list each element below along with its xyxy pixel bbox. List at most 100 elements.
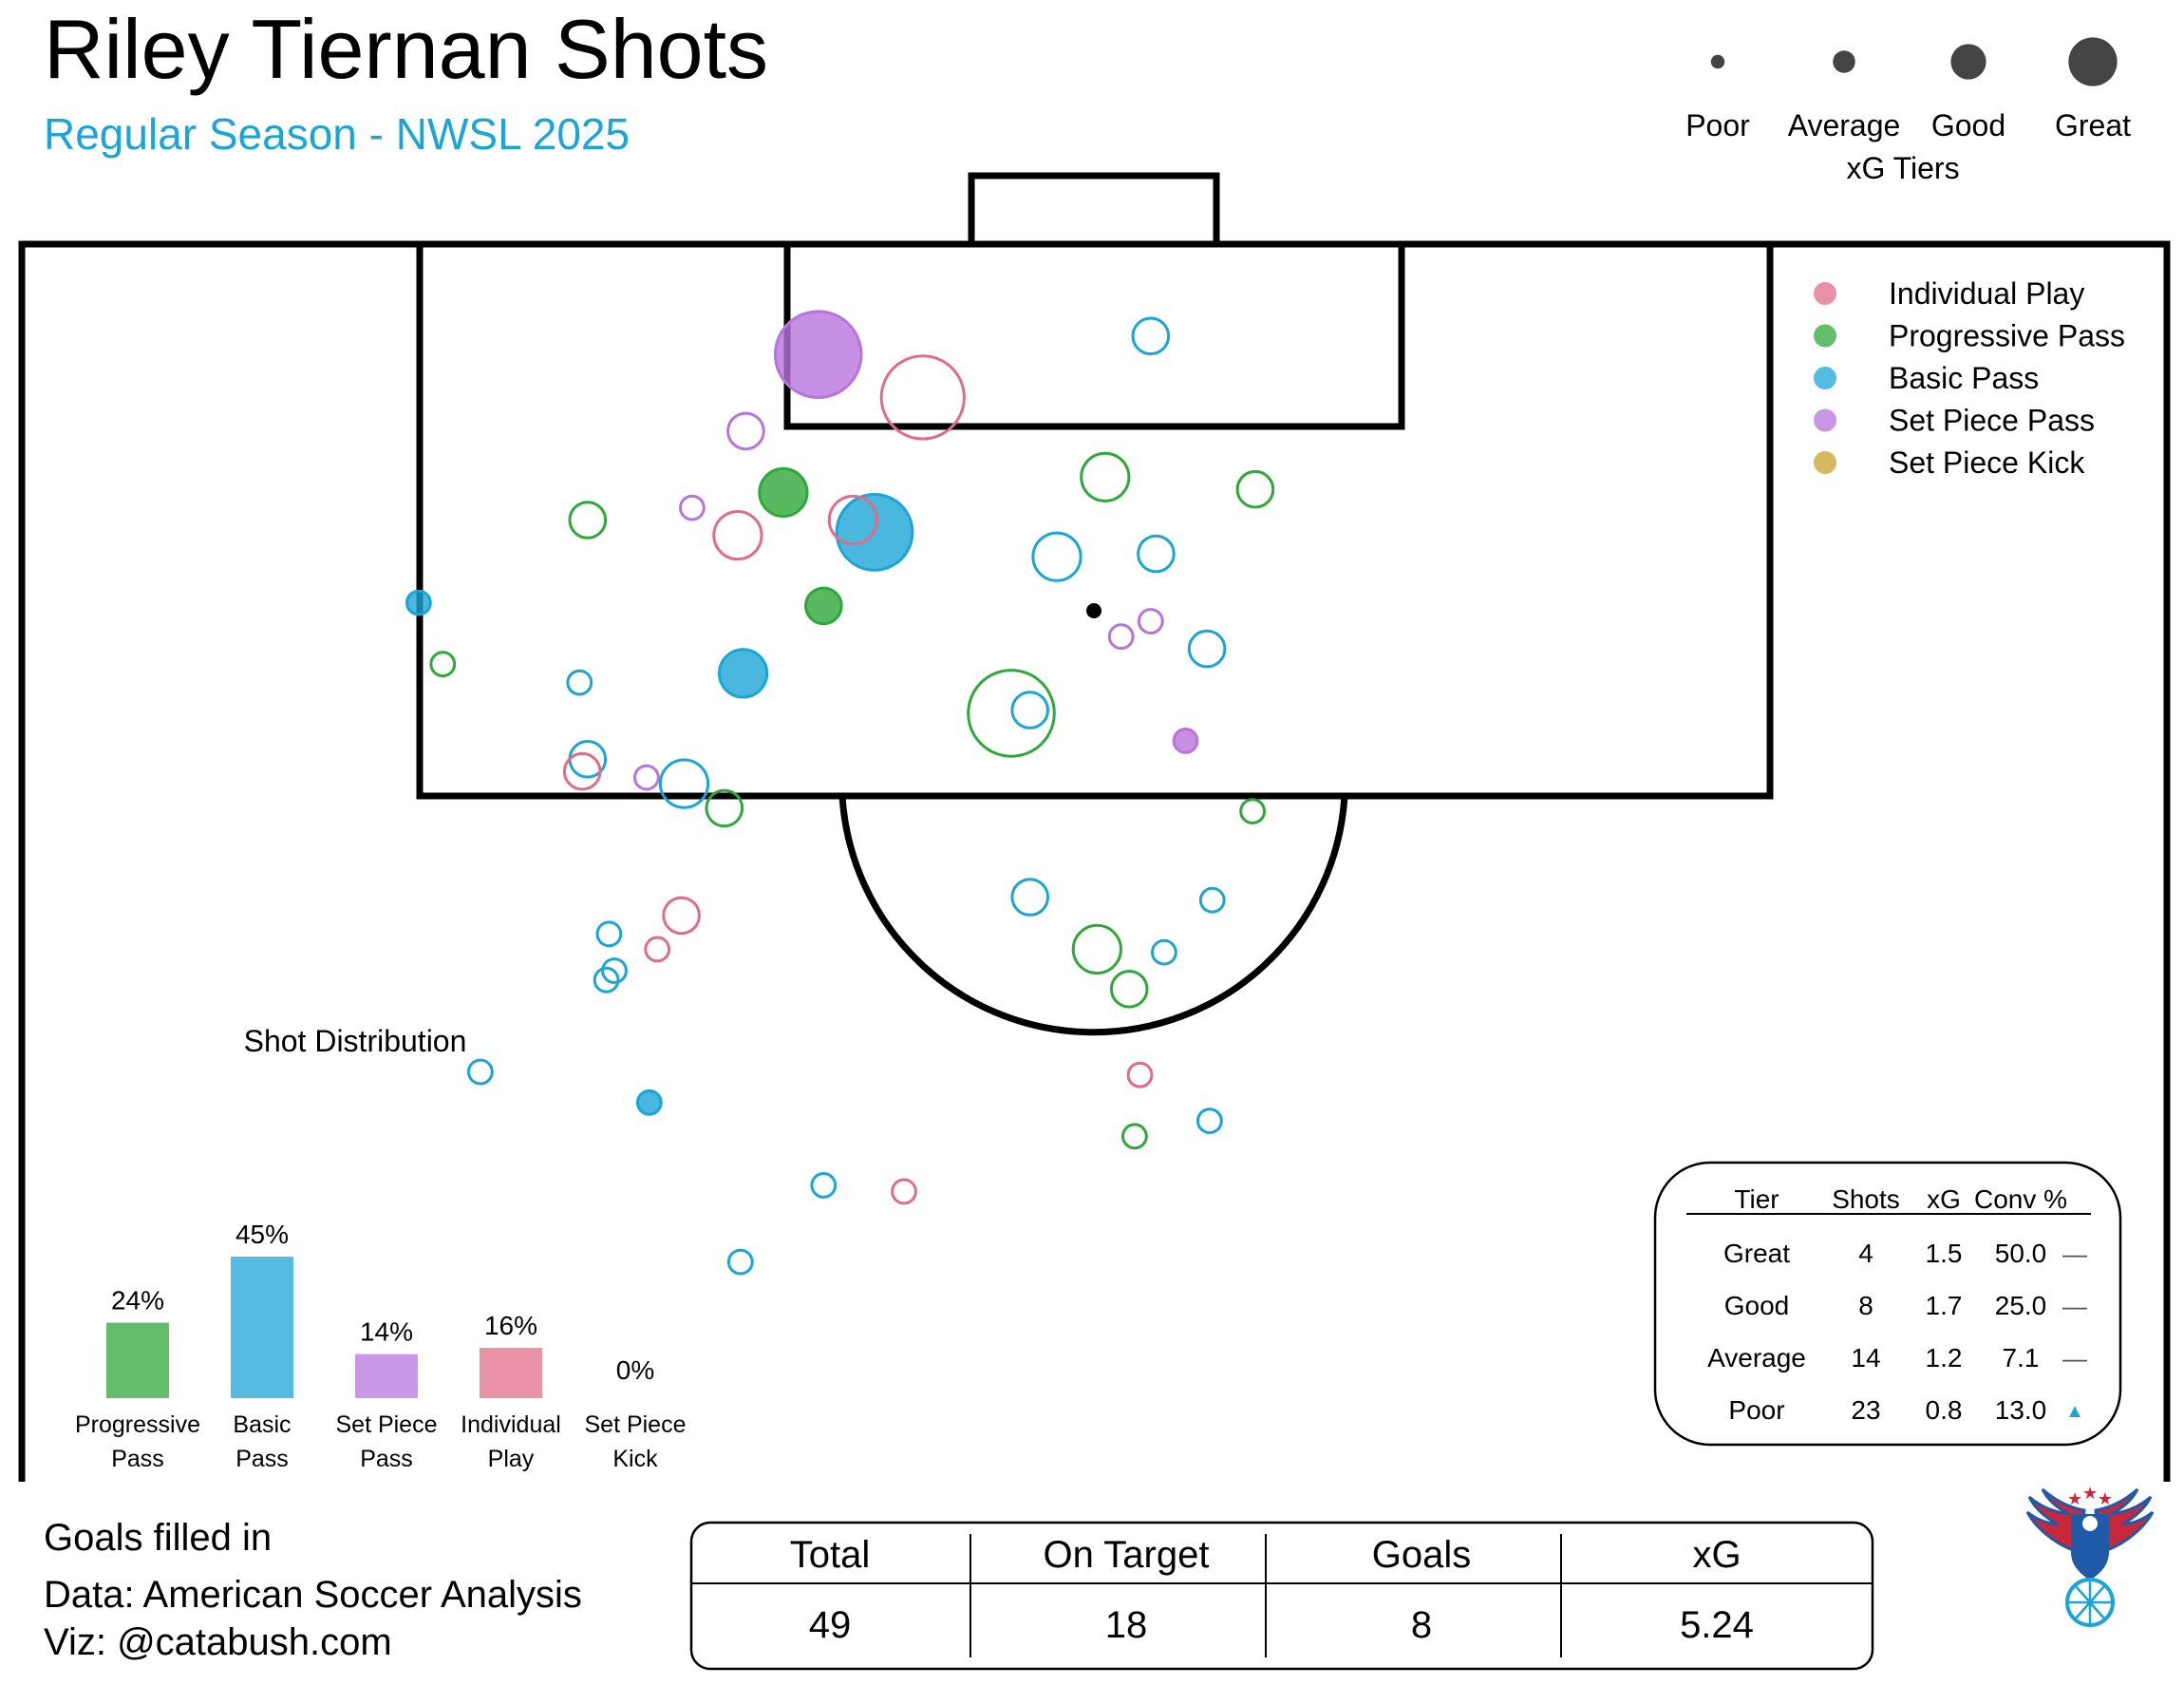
logo-ball-seams — [2067, 1580, 2113, 1625]
color-legend-marker — [1814, 451, 1836, 474]
tier-table-cell: Good — [1724, 1291, 1790, 1320]
bar-category-label: Pass — [360, 1446, 413, 1472]
color-legend-label: Set Piece Kick — [1889, 445, 2085, 480]
tier-table-cell: 7.1 — [2003, 1343, 2040, 1373]
summary-value: 49 — [809, 1604, 852, 1646]
bar-chart: 24% Progressive Pass 45% Basic Pass 14% Set Pie… — [75, 1220, 687, 1472]
shot-marker — [810, 1172, 838, 1199]
shot-marker — [1109, 970, 1149, 1009]
tier-table-header: Shots — [1832, 1184, 1900, 1214]
shot-marker — [1198, 886, 1226, 914]
tier-table-cell: 25.0 — [1995, 1291, 2047, 1320]
bar-category-label: Pass — [235, 1446, 289, 1472]
size-legend: Poor Average Good Great — [1685, 37, 2131, 142]
shot-marker — [1126, 1061, 1154, 1089]
tier-table-cell: 8 — [1858, 1291, 1873, 1320]
data-credit: Data: American Soccer Analysis — [44, 1574, 582, 1616]
tier-table-cell: 14 — [1851, 1343, 1880, 1373]
trend-flat-icon: — — [2062, 1240, 2087, 1268]
shot-marker — [1010, 691, 1049, 729]
shot-marker — [1107, 623, 1135, 651]
color-legend: Individual Play Progressive Pass Basic Pas… — [1814, 276, 2125, 480]
shot-marker — [679, 494, 706, 521]
summary-header: xG — [1692, 1534, 1741, 1576]
chart-title: Riley Tiernan Shots — [44, 2, 768, 96]
size-legend-label: Great — [2055, 108, 2131, 142]
six-yard-box — [783, 240, 1405, 430]
bar-category-label: Progressive — [75, 1411, 200, 1438]
color-legend-label: Progressive Pass — [1889, 319, 2125, 353]
shot-marker — [1137, 534, 1176, 574]
bar-category-label: Basic — [233, 1411, 291, 1438]
bar-category-label: Individual — [461, 1411, 561, 1438]
tier-table-cell: Poor — [1728, 1395, 1784, 1425]
shot-marker — [1031, 531, 1083, 582]
tier-table-cell: 1.5 — [1926, 1239, 1963, 1268]
summary-value: 5.24 — [1680, 1604, 1754, 1646]
footer-note: Goals filled in — [44, 1517, 272, 1559]
tier-table-cell: 23 — [1851, 1395, 1880, 1425]
shot-marker — [773, 310, 863, 400]
shot-marker — [705, 788, 744, 828]
shot-marker — [1010, 878, 1049, 917]
shot-marker — [827, 494, 879, 546]
shot-marker — [891, 1178, 917, 1205]
shot-marker — [726, 411, 765, 451]
bar-category-label: Play — [488, 1446, 535, 1472]
tier-table-cell: Average — [1707, 1343, 1806, 1373]
summary-table-frame — [689, 1521, 1874, 1671]
logo-star-icon: ★ — [2098, 1489, 2113, 1508]
size-legend-marker — [1950, 44, 1986, 80]
bar-value-label: 0% — [616, 1355, 654, 1385]
trend-flat-icon: — — [2062, 1292, 2087, 1320]
logo-left-wing — [2025, 1487, 2086, 1554]
bar-value-label: 16% — [484, 1311, 537, 1340]
bar — [106, 1322, 169, 1398]
logo-right-wing — [2094, 1487, 2155, 1554]
summary-header: Goals — [1372, 1534, 1472, 1576]
tier-table-cell: 1.2 — [1926, 1343, 1963, 1373]
logo-shield — [2071, 1514, 2109, 1581]
color-legend-marker — [1814, 367, 1836, 389]
size-legend-label: Good — [1931, 108, 2005, 142]
chart-subtitle: Regular Season - NWSL 2025 — [44, 109, 630, 159]
shot-marker — [718, 648, 769, 699]
tier-table-cell: 13.0 — [1995, 1395, 2047, 1425]
tier-table-cell: Great — [1723, 1239, 1790, 1268]
tier-table-cell: 50.0 — [1995, 1239, 2047, 1268]
color-legend-label: Basic Pass — [1889, 361, 2039, 395]
shot-marker — [758, 466, 809, 519]
bar — [231, 1257, 293, 1398]
size-legend-marker — [1710, 54, 1725, 69]
shot-marker — [1131, 316, 1171, 356]
size-legend-label: Poor — [1685, 108, 1750, 142]
size-legend-title: xG Tiers — [1846, 151, 1959, 185]
color-legend-marker — [1814, 408, 1836, 432]
tier-table: Tier Shots xG Conv % Great 4 1.5 50.0 — Good 8 1.7 2… — [1707, 1184, 2087, 1425]
penalty-arc — [838, 795, 1348, 1036]
shot-marker — [601, 957, 628, 984]
shot-marker — [662, 896, 701, 936]
color-legend-label: Individual Play — [1889, 276, 2084, 311]
bar-category-label: Set Piece — [584, 1411, 686, 1438]
shot-marker — [658, 758, 710, 809]
shot-marker — [1239, 798, 1266, 824]
shot-marker — [635, 1089, 663, 1116]
shot-marker — [562, 751, 602, 791]
logo-head — [2082, 1516, 2098, 1531]
tier-table-cell: 4 — [1858, 1239, 1873, 1268]
tier-table-cell: 1.7 — [1926, 1291, 1963, 1320]
shot-marker — [1137, 608, 1164, 634]
shot-marker — [712, 510, 763, 561]
shot-marker — [405, 589, 432, 616]
shot-marker — [633, 764, 660, 791]
shot-marker — [429, 651, 457, 678]
logo-star-icon: ★ — [2067, 1489, 2082, 1508]
shot-marker — [566, 669, 593, 696]
summary-header: Total — [790, 1534, 871, 1576]
bar-category-label: Kick — [612, 1446, 658, 1472]
trend-flat-icon: — — [2062, 1344, 2087, 1373]
shot-marker — [879, 354, 966, 441]
bar-chart-title: Shot Distribution — [244, 1024, 467, 1058]
